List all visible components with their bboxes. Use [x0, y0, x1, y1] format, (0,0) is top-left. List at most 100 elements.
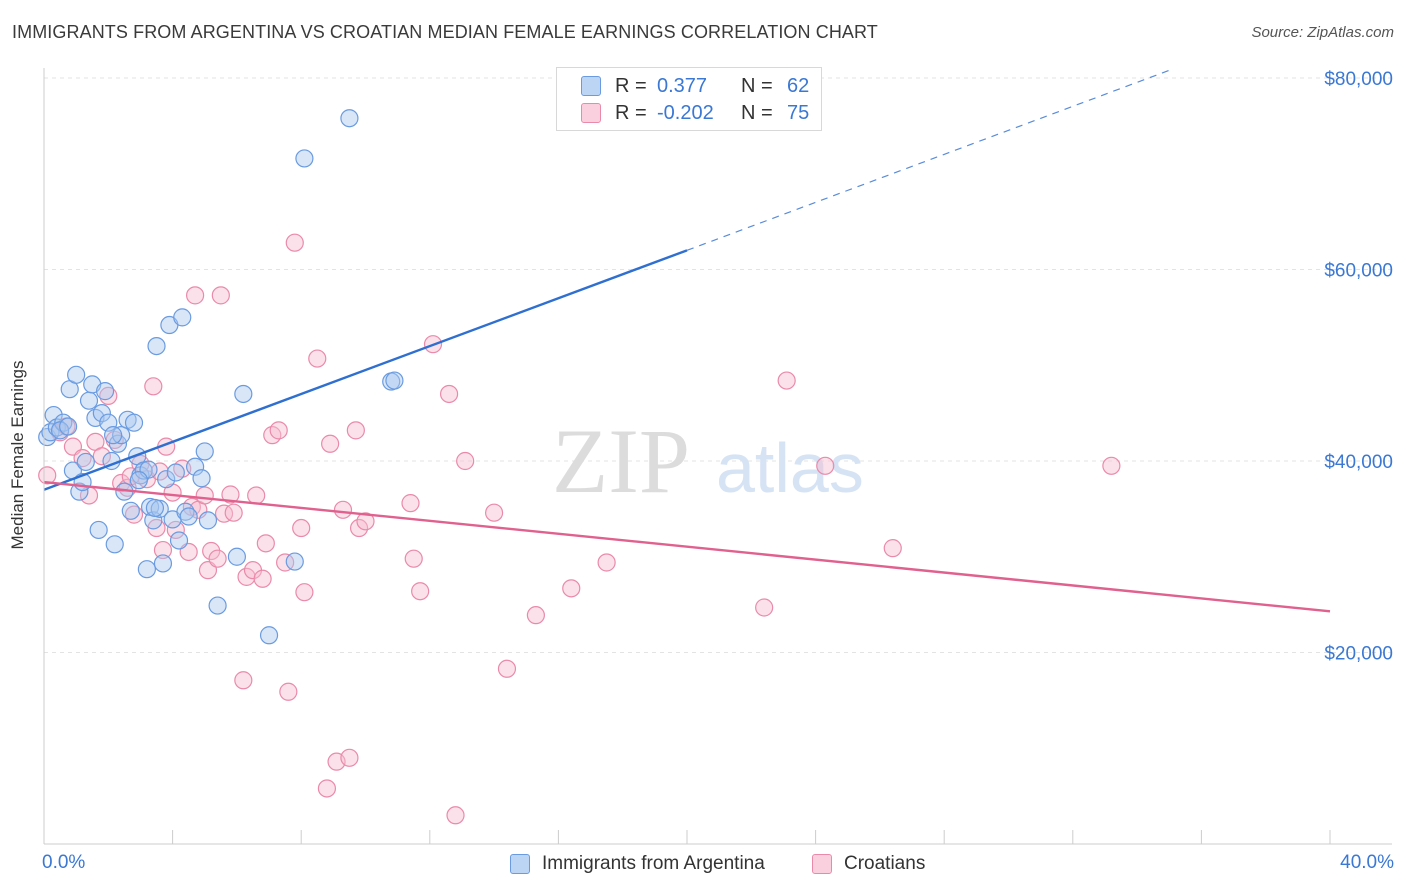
argentina-point: [145, 498, 165, 518]
argentina-point: [179, 507, 198, 526]
argentina-point: [295, 149, 314, 168]
argentina-point: [259, 626, 279, 645]
argentina-point: [166, 463, 185, 482]
argentina-point: [153, 554, 173, 573]
croatians-point: [38, 466, 57, 485]
croatians-point: [295, 583, 314, 602]
croatians-point: [356, 512, 375, 531]
croatians-point: [247, 486, 266, 505]
y-tick-label: $80,000: [1324, 69, 1393, 90]
y-tick-label: $20,000: [1324, 644, 1393, 665]
croatians-trend-line: [43, 480, 1331, 613]
argentina-point: [137, 560, 156, 579]
croatians-point: [1102, 456, 1121, 475]
croatians-points: [38, 233, 1121, 825]
chart-title: IMMIGRANTS FROM ARGENTINA VS CROATIAN ME…: [12, 22, 878, 42]
croatians-point: [237, 567, 256, 586]
croatians-point: [144, 377, 163, 396]
argentina-point: [157, 470, 176, 489]
argentina-point: [67, 365, 86, 384]
croatians-point: [256, 534, 275, 553]
croatians-point: [253, 569, 272, 588]
croatians-point: [292, 518, 311, 538]
argentina-swatch: [581, 76, 601, 96]
croatians-point: [411, 582, 430, 601]
croatians-point: [485, 503, 504, 522]
argentina-point: [192, 469, 211, 488]
n-label: N =: [741, 101, 773, 124]
croatians-point: [404, 549, 423, 568]
argentina-trend-line: [43, 249, 688, 491]
croatians-point: [186, 286, 205, 305]
croatians-point: [221, 485, 240, 504]
croatians-point: [308, 349, 327, 368]
argentina-point: [198, 511, 218, 530]
croatians-point: [234, 671, 253, 690]
y-tick-label: $40,000: [1324, 452, 1393, 473]
x-tick-label-left: 0.0%: [42, 852, 86, 873]
argentina-point: [129, 471, 148, 490]
n-value: 62: [787, 74, 810, 97]
croatians-point: [166, 520, 185, 540]
argentina-point: [95, 382, 115, 401]
watermark-zip: ZIP: [552, 410, 690, 512]
argentina-point: [104, 426, 123, 445]
legend-label-croatians: Croatians: [844, 853, 926, 874]
argentina-point: [70, 482, 89, 501]
croatians-point: [214, 504, 234, 523]
trend-lines: [43, 69, 1331, 613]
croatians-point: [279, 682, 298, 701]
croatians-point: [597, 553, 616, 572]
croatians-point: [153, 540, 173, 560]
croatians-point: [349, 518, 369, 538]
n-value: 75: [787, 101, 810, 124]
legend-label-argentina: Immigrants from Argentina: [542, 853, 765, 874]
argentina-point: [105, 535, 124, 554]
argentina-point: [79, 391, 99, 410]
legend-item-croatians[interactable]: Croatians: [812, 852, 925, 876]
croatians-point: [401, 494, 420, 513]
axis-layer: $20,000 $40,000 $60,000 $80,000: [43, 68, 1393, 845]
croatians-point: [755, 598, 774, 617]
watermark: ZIP atlas: [552, 410, 864, 512]
croatians-point: [816, 456, 835, 475]
croatians-point: [346, 421, 365, 440]
x-tick-label-right: 40.0%: [1340, 852, 1394, 873]
argentina-point: [385, 371, 404, 390]
croatians-point: [439, 384, 459, 404]
argentina-point: [234, 384, 253, 404]
croatians-point: [317, 779, 337, 798]
croatians-point: [562, 579, 581, 598]
argentina-point: [227, 547, 246, 566]
stats-legend: R = 0.377 N = 62 R = -0.202 N = 75: [556, 67, 822, 131]
croatians-point: [526, 606, 545, 625]
croatians-point: [883, 539, 902, 558]
croatians-point: [446, 806, 465, 825]
croatians-swatch: [581, 103, 601, 123]
argentina-point: [92, 404, 111, 423]
argentina-point: [173, 308, 192, 327]
argentina-point: [340, 109, 359, 128]
chart-source: Source: ZipAtlas.com: [1251, 24, 1394, 41]
croatians-point: [208, 549, 227, 568]
argentina-point: [59, 417, 78, 436]
argentina-point: [285, 552, 304, 571]
argentina-point: [89, 520, 108, 540]
argentina-point: [121, 501, 140, 520]
croatians-legend-swatch: [812, 854, 832, 874]
legend-item-argentina[interactable]: Immigrants from Argentina: [510, 852, 765, 876]
croatians-point: [211, 286, 230, 305]
stats-legend-row-croatians: R = -0.202 N = 75: [581, 100, 809, 126]
r-value: -0.202: [657, 101, 714, 124]
croatians-point: [92, 447, 111, 466]
r-label: R =: [615, 101, 647, 124]
argentina-point: [169, 531, 189, 550]
croatians-point: [777, 371, 796, 390]
argentina-point: [76, 452, 95, 472]
argentina-point: [195, 442, 214, 461]
croatians-point: [224, 503, 243, 522]
argentina-point: [147, 337, 166, 356]
croatians-point: [285, 233, 304, 252]
argentina-point: [186, 457, 205, 476]
